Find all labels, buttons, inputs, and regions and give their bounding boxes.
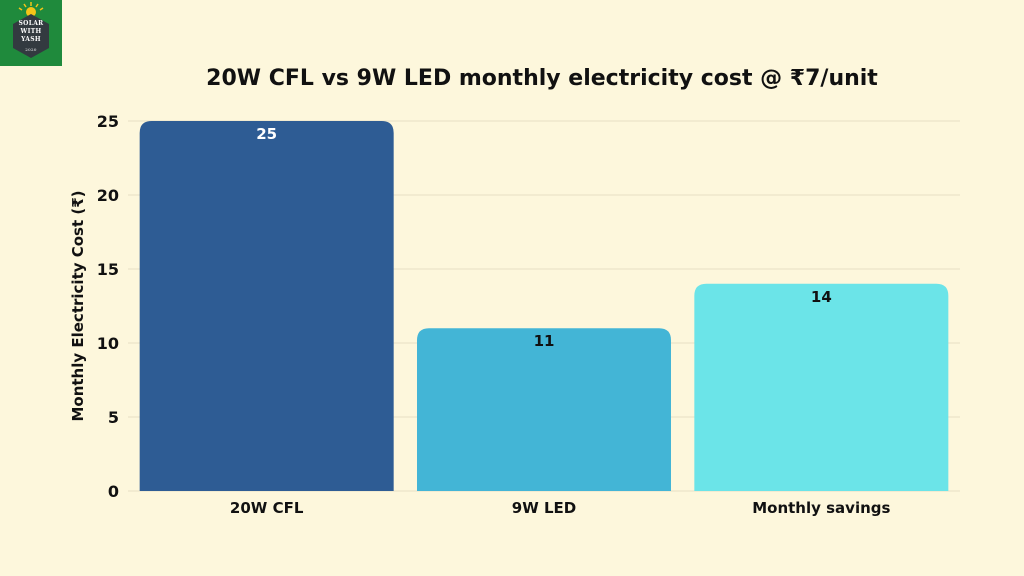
logo-line-4: 2020 <box>25 47 37 52</box>
x-tick-label: 9W LED <box>512 499 576 517</box>
bar <box>139 121 394 491</box>
bar <box>694 283 949 491</box>
bar-value-label: 25 <box>256 125 277 143</box>
x-tick-label: 20W CFL <box>230 499 304 517</box>
bar-value-label: 11 <box>534 332 555 350</box>
y-tick-label: 5 <box>108 408 119 427</box>
logo-line-1: SOLAR <box>18 20 44 27</box>
x-tick-label: Monthly savings <box>752 499 890 517</box>
y-tick-label: 10 <box>97 334 119 353</box>
logo-line-2: WITH <box>20 28 42 35</box>
bar-value-label: 14 <box>811 288 832 306</box>
y-tick-label: 15 <box>97 260 119 279</box>
sun-icon <box>13 2 49 58</box>
brand-logo: SOLAR WITH YASH 2020 <box>0 0 62 66</box>
y-tick-label: 25 <box>97 112 119 131</box>
chart-title: 20W CFL vs 9W LED monthly electricity co… <box>206 66 878 91</box>
y-tick-label: 20 <box>97 186 119 205</box>
logo-line-3: YASH <box>21 36 41 43</box>
bar <box>417 328 671 491</box>
y-tick-label: 0 <box>108 482 119 501</box>
